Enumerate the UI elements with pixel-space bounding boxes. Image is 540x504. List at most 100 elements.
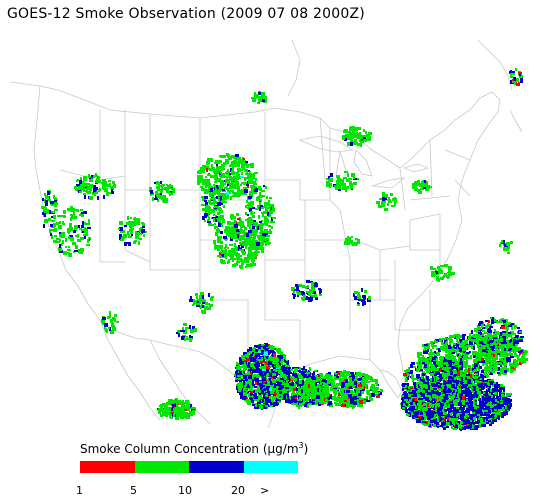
smoke-pixel — [476, 329, 478, 333]
smoke-pixel — [504, 397, 506, 399]
smoke-pixel — [372, 390, 375, 394]
smoke-pixel — [463, 361, 466, 364]
smoke-pixel — [493, 390, 497, 392]
smoke-pixel — [470, 392, 472, 395]
smoke-pixel — [242, 396, 246, 400]
smoke-pixel — [243, 369, 246, 371]
smoke-pixel — [419, 352, 422, 356]
smoke-pixel — [250, 363, 254, 367]
smoke-pixel — [495, 348, 497, 350]
smoke-pixel — [452, 335, 455, 338]
smoke-pixel — [511, 326, 513, 330]
smoke-pixel — [494, 409, 497, 411]
smoke-pixel — [191, 407, 195, 409]
smoke-pixel — [273, 375, 277, 378]
smoke-pixel — [297, 402, 300, 406]
smoke-pixel — [495, 382, 498, 385]
smoke-pixel — [420, 385, 423, 388]
smoke-pixel — [482, 424, 486, 427]
smoke-pixel — [487, 381, 489, 385]
smoke-pixel — [251, 354, 253, 356]
smoke-pixel — [259, 390, 261, 393]
smoke-pixel — [417, 376, 419, 379]
smoke-pixel — [487, 328, 490, 332]
smoke-pixel — [294, 396, 297, 400]
smoke-pixel — [216, 171, 219, 174]
smoke-pixel — [435, 371, 439, 375]
smoke-pixel — [258, 349, 261, 351]
smoke-pixel — [312, 373, 314, 376]
smoke-pixel — [425, 382, 429, 385]
smoke-pixel — [496, 343, 498, 345]
smoke-pixel — [335, 378, 339, 380]
smoke-pixel — [432, 394, 436, 398]
smoke-pixel — [255, 404, 257, 407]
smoke-pixel — [432, 378, 434, 382]
smoke-pixel — [239, 392, 242, 395]
smoke-pixel — [446, 365, 448, 369]
smoke-pixel — [169, 414, 171, 418]
smoke-pixel — [270, 357, 274, 361]
smoke-pixel — [235, 371, 238, 374]
smoke-pixel — [511, 323, 514, 325]
smoke-pixel — [338, 397, 341, 401]
smoke-pixel — [485, 406, 489, 409]
smoke-pixel — [333, 391, 337, 394]
smoke-pixel — [449, 418, 451, 421]
smoke-pixel — [502, 360, 506, 362]
smoke-pixel — [319, 373, 323, 375]
smoke-pixel — [504, 409, 507, 412]
smoke-pixel — [446, 373, 449, 377]
smoke-pixel — [304, 404, 307, 407]
smoke-pixel — [427, 418, 430, 420]
smoke-pixel — [358, 393, 361, 396]
smoke-pixel — [308, 403, 312, 405]
smoke-pixel — [341, 404, 345, 407]
smoke-pixel — [458, 369, 460, 372]
smoke-pixel — [445, 396, 448, 399]
smoke-pixel — [270, 403, 273, 405]
smoke-pixel — [336, 383, 339, 385]
smoke-pixel — [466, 419, 469, 421]
smoke-pixel — [280, 357, 283, 359]
smoke-pixel — [347, 387, 350, 390]
smoke-pixel — [461, 382, 463, 385]
smoke-pixel — [508, 393, 512, 396]
smoke-pixel — [174, 409, 176, 411]
smoke-pixel — [345, 393, 348, 396]
smoke-pixel — [353, 396, 357, 400]
smoke-pixel — [252, 374, 256, 378]
smoke-pixel — [485, 325, 488, 329]
smoke-pixel — [165, 413, 168, 417]
smoke-pixel — [284, 377, 286, 379]
smoke-pixel — [454, 356, 456, 359]
smoke-pixel — [448, 380, 452, 384]
smoke-pixel — [255, 382, 257, 385]
smoke-pixel — [503, 340, 506, 344]
smoke-pixel — [300, 368, 304, 370]
smoke-pixel — [460, 345, 462, 349]
smoke-pixel — [443, 374, 447, 377]
smoke-pixel — [474, 334, 476, 336]
smoke-pixel — [449, 335, 452, 339]
smoke-pixel — [275, 396, 278, 399]
smoke-pixel — [462, 375, 464, 377]
smoke-pixel — [309, 379, 312, 381]
smoke-pixel — [346, 372, 349, 375]
smoke-pixel — [467, 420, 470, 424]
smoke-pixel — [504, 366, 506, 369]
smoke-pixel — [412, 390, 416, 394]
smoke-pixel — [436, 352, 440, 356]
smoke-pixel — [243, 388, 246, 392]
smoke-pixel — [484, 380, 488, 382]
smoke-pixel — [438, 364, 442, 367]
smoke-pixel — [416, 419, 419, 422]
smoke-pixel — [243, 193, 247, 195]
smoke-pixel — [482, 409, 485, 412]
smoke-pixel — [238, 378, 241, 380]
smoke-pixel — [319, 379, 322, 381]
smoke-pixel — [477, 364, 480, 367]
smoke-pixel — [428, 424, 431, 427]
smoke-pixel — [279, 380, 283, 382]
smoke-pixel — [449, 408, 452, 412]
